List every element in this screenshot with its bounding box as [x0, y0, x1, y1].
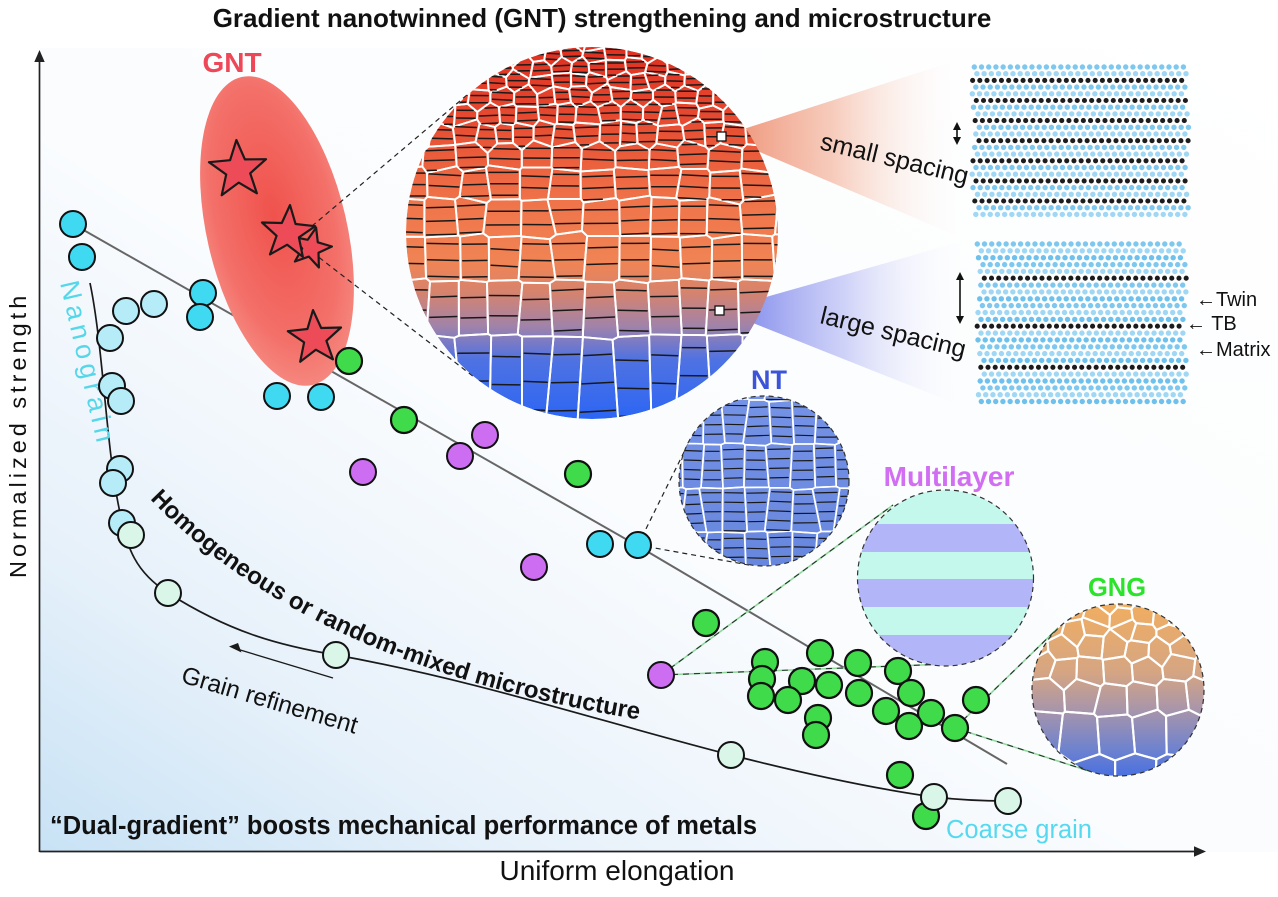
svg-text:←Twin: ←Twin: [1196, 289, 1257, 311]
svg-text:← TB: ← TB: [1186, 313, 1237, 335]
svg-text:GNG: GNG: [1088, 574, 1146, 602]
svg-text:Multilayer: Multilayer: [884, 461, 1015, 492]
svg-text:Uniform elongation: Uniform elongation: [499, 855, 734, 886]
svg-text:“Dual-gradient” boosts mechani: “Dual-gradient” boosts mechanical perfor…: [50, 812, 757, 840]
svg-text:Gradient nanotwinned (GNT) str: Gradient nanotwinned (GNT) strengthening…: [213, 3, 992, 33]
svg-text:Coarse grain: Coarse grain: [946, 816, 1092, 844]
svg-text:Normalized strength: Normalized strength: [5, 292, 31, 578]
svg-text:←Matrix: ←Matrix: [1196, 339, 1270, 361]
svg-text:NT: NT: [751, 365, 787, 395]
svg-text:GNT: GNT: [202, 47, 261, 78]
